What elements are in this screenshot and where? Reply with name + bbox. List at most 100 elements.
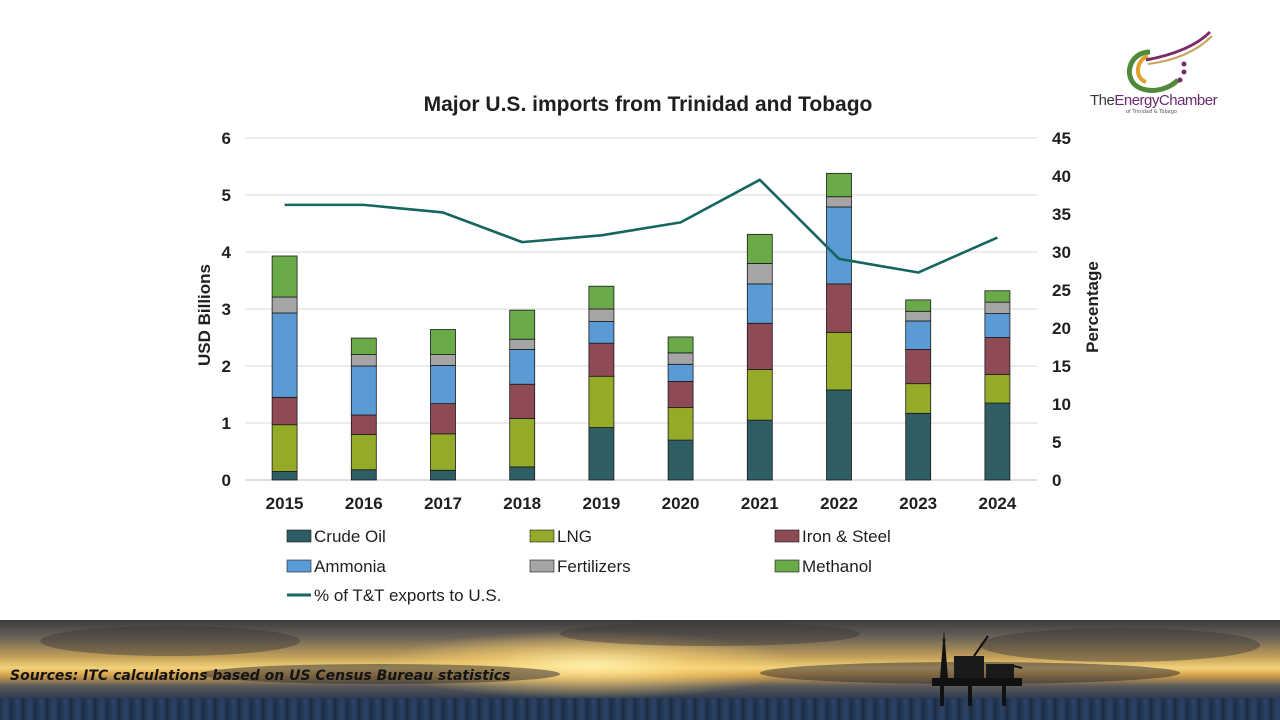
bar-segment-lng xyxy=(826,331,852,391)
y-tick-label: 5 xyxy=(222,186,231,205)
bar-segment-lng xyxy=(588,375,615,428)
bar-stack-2015 xyxy=(271,255,298,481)
bar-segment-methanol xyxy=(350,337,377,356)
bar-segment-lng xyxy=(746,369,773,421)
legend-label: Crude Oil xyxy=(314,527,386,546)
bar-segment-iron_steel xyxy=(350,414,377,435)
y2-tick-label: 20 xyxy=(1052,319,1071,338)
bar-segment-lng xyxy=(271,424,298,472)
bar-segment-methanol xyxy=(509,309,536,340)
bar-segment-fertilizers xyxy=(430,354,456,366)
y-axis-label: USD Billions xyxy=(195,264,214,366)
bar-stack-2018 xyxy=(509,309,536,481)
legend-label: Methanol xyxy=(802,557,872,576)
bar-segment-ammonia xyxy=(984,313,1011,338)
legend-swatch xyxy=(529,559,555,573)
bar-segment-ammonia xyxy=(271,312,298,398)
bar-stack-2024 xyxy=(984,290,1011,481)
y2-tick-label: 10 xyxy=(1052,395,1071,414)
bar-stack-2019 xyxy=(588,285,615,481)
bar-segment-methanol xyxy=(667,336,694,354)
y-tick-label: 3 xyxy=(222,300,231,319)
y2-tick-label: 25 xyxy=(1052,281,1071,300)
x-tick-label: 2015 xyxy=(266,494,304,513)
bar-segment-fertilizers xyxy=(350,354,377,367)
bar-segment-lng xyxy=(350,433,377,471)
legend-label: Iron & Steel xyxy=(802,527,891,546)
bar-segment-ammonia xyxy=(905,320,932,350)
legend-item-fertilizers: Fertilizers xyxy=(529,557,631,576)
y2-tick-label: 0 xyxy=(1052,471,1061,490)
y-tick-label: 1 xyxy=(222,414,231,433)
bar-segment-ammonia xyxy=(509,349,536,385)
y-tick-label: 2 xyxy=(222,357,231,376)
legend-label: LNG xyxy=(557,527,592,546)
bar-segment-iron_steel xyxy=(905,349,932,385)
bar-segment-crude_oil xyxy=(430,469,456,481)
y2-tick-label: 40 xyxy=(1052,167,1071,186)
x-tick-label: 2020 xyxy=(662,494,700,513)
legend: Crude Oil LNG Iron & Steel Ammonia Fertilize… xyxy=(286,527,891,605)
bar-segment-methanol xyxy=(826,172,852,198)
legend-item-crude_oil: Crude Oil xyxy=(286,527,386,546)
chart: Major U.S. imports from Trinidad and Tob… xyxy=(195,93,1102,605)
chart-title: Major U.S. imports from Trinidad and Tob… xyxy=(424,93,873,116)
bar-segment-crude_oil xyxy=(588,427,615,481)
bar-segment-crude_oil xyxy=(826,389,852,481)
bar-stacks xyxy=(271,172,1011,481)
export-share-line xyxy=(284,178,998,274)
bar-segment-iron_steel xyxy=(588,342,615,377)
x-tick-label: 2021 xyxy=(741,494,779,513)
sources-note: Sources: ITC calculations based on US Ce… xyxy=(10,668,511,684)
legend-swatch xyxy=(286,559,312,573)
bar-segment-iron_steel xyxy=(667,380,694,409)
legend-item-ammonia: Ammonia xyxy=(286,557,386,576)
x-tick-label: 2016 xyxy=(345,494,383,513)
bar-segment-lng xyxy=(509,418,536,468)
y2-tick-label: 5 xyxy=(1052,433,1061,452)
legend-swatch xyxy=(286,529,312,543)
gridlines xyxy=(245,137,1037,481)
logo-wordmark: TheEnergyChamber xyxy=(1090,92,1218,109)
legend-item-export-share: % of T&T exports to U.S. xyxy=(287,586,501,605)
x-tick-label: 2019 xyxy=(582,494,620,513)
y2-axis-label: Percentage xyxy=(1083,261,1102,353)
legend-item-iron_steel: Iron & Steel xyxy=(774,527,891,546)
bar-segment-ammonia xyxy=(350,365,377,416)
bar-segment-crude_oil xyxy=(271,471,298,481)
bar-segment-iron_steel xyxy=(746,322,773,370)
bar-segment-lng xyxy=(667,407,694,441)
legend-swatch xyxy=(774,529,800,543)
bar-segment-crude_oil xyxy=(905,412,932,481)
bar-segment-crude_oil xyxy=(509,466,536,481)
bar-segment-lng xyxy=(905,383,932,414)
bar-segment-ammonia xyxy=(430,365,456,405)
y2-tick-label: 30 xyxy=(1052,243,1071,262)
legend-label: Ammonia xyxy=(314,557,386,576)
bar-segment-iron_steel xyxy=(430,403,456,435)
x-tick-label: 2022 xyxy=(820,494,858,513)
y2-tick-label: 45 xyxy=(1052,129,1071,148)
bar-segment-iron_steel xyxy=(984,337,1011,375)
bar-segment-methanol xyxy=(905,299,932,312)
bar-segment-lng xyxy=(430,433,456,471)
bar-segment-fertilizers xyxy=(905,310,932,322)
y-tick-label: 6 xyxy=(222,129,231,148)
x-tick-label: 2023 xyxy=(899,494,937,513)
legend-swatch xyxy=(529,529,555,543)
y-tick-label: 0 xyxy=(222,471,231,490)
bar-segment-fertilizers xyxy=(509,338,536,350)
bar-segment-fertilizers xyxy=(746,262,773,285)
bar-stack-2016 xyxy=(350,337,377,481)
bar-segment-fertilizers xyxy=(984,301,1011,314)
bar-segment-lng xyxy=(984,374,1011,404)
bar-stack-2021 xyxy=(746,233,773,481)
bar-segment-ammonia xyxy=(826,206,852,285)
bar-segment-fertilizers xyxy=(826,196,852,208)
bar-segment-methanol xyxy=(271,255,298,298)
y2-tick-label: 35 xyxy=(1052,205,1071,224)
bar-segment-crude_oil xyxy=(350,469,377,481)
bar-segment-iron_steel xyxy=(826,283,852,333)
sunset-sea-banner xyxy=(0,620,1280,720)
